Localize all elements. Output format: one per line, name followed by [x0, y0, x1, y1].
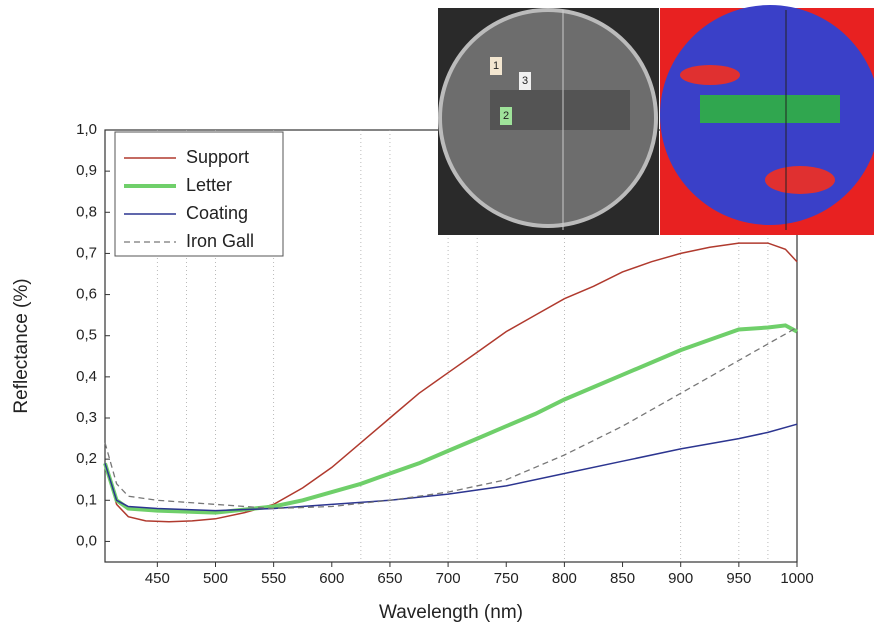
- x-tick-label: 650: [377, 570, 402, 587]
- x-tick-label: 1000: [780, 570, 813, 587]
- y-tick-label: 0,7: [76, 244, 97, 261]
- x-tick-label: 450: [145, 570, 170, 587]
- inset-tag: [519, 72, 531, 90]
- inset-tag: [500, 107, 512, 125]
- x-tick-label: 800: [552, 570, 577, 587]
- legend-label: Letter: [186, 175, 232, 195]
- x-tick-label: 500: [203, 570, 228, 587]
- color-blob: [680, 65, 740, 85]
- y-tick-label: 0,2: [76, 450, 97, 467]
- x-tick-label: 750: [494, 570, 519, 587]
- y-tick-label: 0,4: [76, 368, 97, 385]
- y-tick-label: 0,3: [76, 409, 97, 426]
- series-line: [104, 423, 798, 512]
- x-tick-label: 950: [726, 570, 751, 587]
- color-blob: [765, 166, 835, 194]
- x-axis-label: Wavelength (nm): [379, 602, 523, 623]
- y-tick-label: 0,0: [76, 532, 97, 549]
- series-line: [103, 323, 798, 515]
- inset-label: 1: [493, 60, 499, 72]
- y-tick-label: 1,0: [76, 121, 97, 138]
- legend: Support Letter Coating Iron Gall: [114, 131, 284, 257]
- color-letter-band: [700, 95, 840, 123]
- grayscale-band: [490, 90, 630, 130]
- x-tick-label: 900: [668, 570, 693, 587]
- legend-label: Support: [186, 147, 249, 167]
- series-line: [104, 242, 798, 523]
- x-tick-label: 550: [261, 570, 286, 587]
- inset-label: 2: [503, 110, 509, 122]
- inset-tag: [490, 57, 502, 75]
- legend-label: Iron Gall: [186, 231, 254, 251]
- x-tick-label: 850: [610, 570, 635, 587]
- inset-label: 3: [522, 75, 528, 87]
- y-tick-label: 0,9: [76, 162, 97, 179]
- y-tick-label: 0,5: [76, 327, 97, 344]
- legend-label: Coating: [186, 203, 248, 223]
- legend-box: [114, 131, 284, 257]
- y-axis-label: Reflectance (%): [11, 278, 32, 413]
- y-tick-label: 0,6: [76, 286, 97, 303]
- x-tick-label: 600: [319, 570, 344, 587]
- x-tick-label: 700: [436, 570, 461, 587]
- y-tick-label: 0,8: [76, 203, 97, 220]
- series-line: [104, 326, 798, 510]
- y-tick-label: 0,1: [76, 491, 97, 508]
- inset-image: 1 3 2: [438, 5, 874, 235]
